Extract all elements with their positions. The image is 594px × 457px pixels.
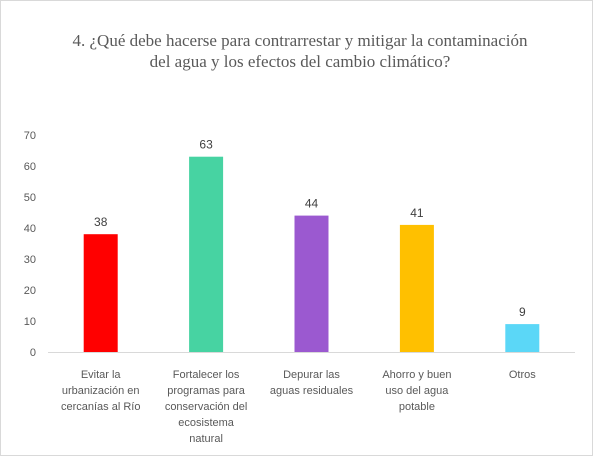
data-labels: 38 63 44 41 9 bbox=[94, 138, 526, 319]
y-tick-label: 30 bbox=[24, 254, 36, 266]
y-tick-label: 40 bbox=[24, 223, 36, 235]
y-tick-label: 10 bbox=[24, 316, 36, 328]
category-label: Fortalecer los programas para conservación… bbox=[165, 369, 248, 445]
category-labels: Evitar la urbanización en cercanías al Río… bbox=[61, 369, 536, 445]
y-tick-label: 50 bbox=[24, 192, 36, 204]
category-label: Evitar la urbanización en cercanías al Río bbox=[61, 369, 140, 413]
category-label: Otros bbox=[509, 369, 536, 381]
data-label: 41 bbox=[410, 206, 424, 220]
category-label: Ahorro y buen uso del agua potable bbox=[382, 369, 451, 413]
y-tick-label: 20 bbox=[24, 285, 36, 297]
data-label: 38 bbox=[94, 215, 108, 229]
data-label: 63 bbox=[199, 138, 213, 152]
bar bbox=[189, 156, 224, 352]
y-tick-label: 70 bbox=[24, 130, 36, 142]
bar bbox=[294, 215, 329, 352]
chart-title: 4. ¿Qué debe hacerse para contrarrestar … bbox=[72, 31, 528, 71]
bar bbox=[83, 234, 118, 352]
data-label: 9 bbox=[519, 305, 526, 319]
y-tick-label: 0 bbox=[30, 347, 36, 359]
bar bbox=[505, 324, 540, 352]
y-tick-label: 60 bbox=[24, 161, 36, 173]
category-label: Depurar las aguas residuales bbox=[270, 369, 354, 397]
y-axis-ticks: 0 10 20 30 40 50 60 70 bbox=[24, 130, 36, 359]
bars bbox=[83, 156, 540, 352]
data-label: 44 bbox=[305, 197, 319, 211]
bar bbox=[399, 224, 434, 352]
